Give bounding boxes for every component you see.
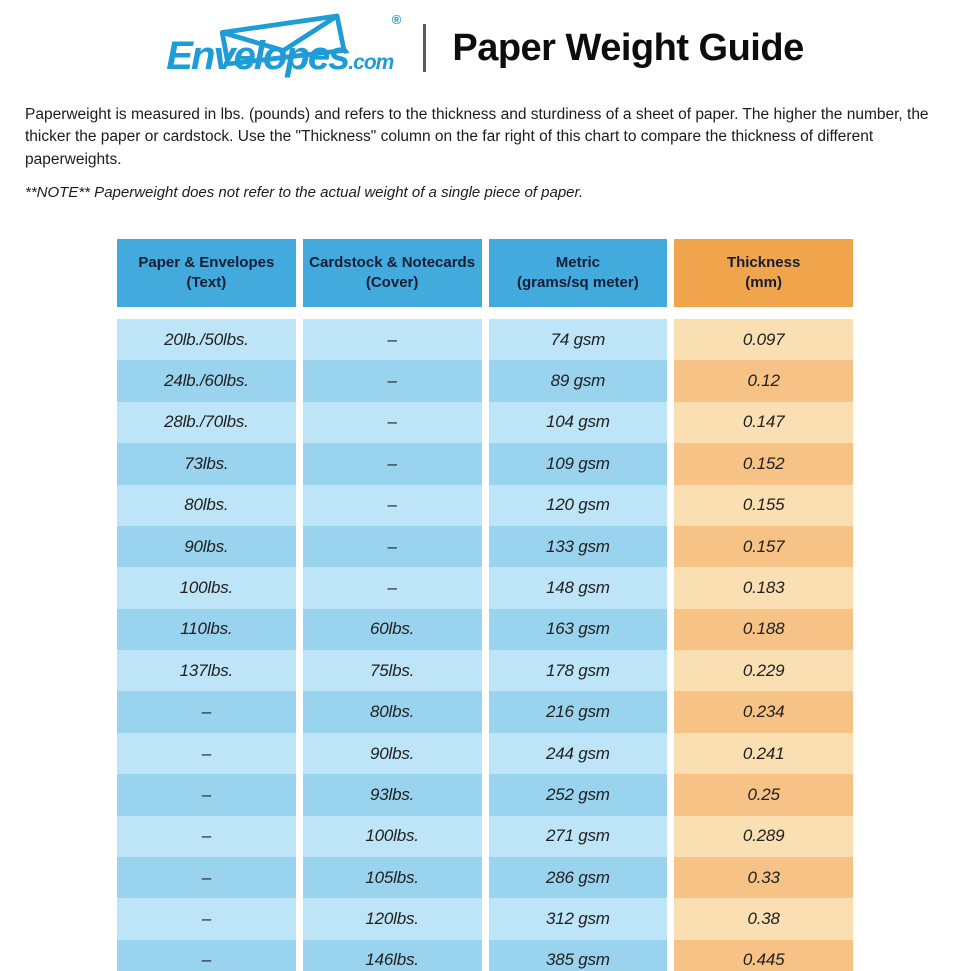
table-row: –120lbs. 312 gsm 0.38 (117, 898, 853, 940)
table-cell: 20lb./50lbs. (117, 318, 296, 361)
table-cell: – (117, 691, 296, 733)
table-cell: 75lbs. (302, 650, 482, 692)
table-cell: 271 gsm (488, 815, 668, 858)
table-cell: – (117, 898, 296, 940)
table-cell: 120 gsm (488, 484, 668, 526)
table-cell: – (302, 567, 482, 609)
logo-word: Envelopes (166, 33, 350, 78)
table-cell: 28lb./70lbs. (117, 401, 296, 444)
table-cell: 0.097 (674, 318, 853, 361)
table-cell: – (302, 443, 482, 485)
page-title: Paper Weight Guide (452, 26, 804, 69)
table-cell: 0.33 (674, 857, 853, 899)
table-cell: 0.147 (674, 401, 853, 444)
table-cell: 93lbs. (302, 774, 482, 816)
header-divider (423, 24, 427, 72)
column-header-cardstock-notecards: Cardstock & Notecards (Cover) (302, 238, 482, 307)
table-cell: 163 gsm (488, 608, 668, 651)
registered-trademark-icon: ® (391, 11, 402, 27)
intro-note: **NOTE** Paperweight does not refer to t… (25, 183, 584, 201)
table-row: 100lbs. –148 gsm 0.183 (117, 567, 853, 609)
table-cell: 0.25 (674, 774, 853, 816)
table-cell: 100lbs. (117, 567, 296, 609)
table-cell: 0.157 (674, 525, 853, 568)
table-row: –105lbs. 286 gsm 0.33 (117, 857, 853, 899)
table-cell: – (117, 732, 296, 775)
table-cell: 216 gsm (488, 691, 668, 733)
table-cell: 73lbs. (117, 443, 296, 485)
table-cell: 0.183 (674, 567, 853, 609)
table-cell: 0.38 (674, 898, 853, 940)
table-cell: 312 gsm (488, 898, 668, 940)
table-cell: 148 gsm (488, 567, 668, 609)
table-cell: – (117, 815, 296, 858)
table-cell: – (302, 525, 482, 568)
table-cell: 0.289 (674, 815, 853, 858)
table-cell: 80lbs. (117, 484, 296, 526)
table-row: 28lb./70lbs. –104 gsm 0.147 (117, 401, 853, 444)
column-header-paper-envelopes: Paper & Envelopes (Text) (117, 238, 296, 307)
table-cell: 120lbs. (302, 898, 482, 940)
table-row: 80lbs. –120 gsm 0.155 (117, 484, 853, 526)
logo-text: Envelopes.com (166, 34, 394, 78)
envelopes-logo: ® Envelopes.com (166, 12, 401, 79)
table-cell: 244 gsm (488, 732, 668, 775)
table-body: 20lb./50lbs. –74 gsm 0.097 24lb./60lbs. –89 … (117, 318, 853, 971)
envelope-icon (220, 13, 347, 66)
table-cell: 0.155 (674, 484, 853, 526)
table-cell: 133 gsm (488, 525, 668, 568)
table-cell: – (302, 318, 482, 361)
table-cell: 286 gsm (488, 857, 668, 899)
logo-suffix: .com (348, 50, 394, 74)
table-row: 20lb./50lbs. –74 gsm 0.097 (117, 318, 853, 361)
table-cell: 0.241 (674, 732, 853, 775)
table-cell: 0.152 (674, 443, 853, 485)
table-cell: 146lbs. (302, 939, 482, 971)
table-cell: 89 gsm (488, 360, 668, 402)
table-row: –100lbs. 271 gsm 0.289 (117, 815, 853, 858)
table-cell: 0.188 (674, 608, 853, 651)
table-cell: 80lbs. (302, 691, 482, 733)
table-cell: 60lbs. (302, 608, 482, 651)
table-row: 90lbs. –133 gsm 0.157 (117, 525, 853, 568)
table-cell: – (117, 774, 296, 816)
table-row: 110lbs. 60lbs. 163 gsm 0.188 (117, 608, 853, 651)
table-cell: 0.12 (674, 360, 853, 402)
table-cell: – (302, 360, 482, 402)
table-cell: 90lbs. (302, 732, 482, 775)
table-cell: 137lbs. (117, 650, 296, 692)
table-row: –146lbs. 385 gsm 0.445 (117, 939, 853, 971)
column-header-thickness: Thickness (mm) (674, 238, 853, 307)
table-cell: 105lbs. (302, 857, 482, 899)
paper-weight-table: Paper & Envelopes (Text) Cardstock & Not… (117, 238, 853, 971)
table-cell: 90lbs. (117, 525, 296, 568)
table-row: 137lbs. 75lbs. 178 gsm 0.229 (117, 650, 853, 692)
table-row: –80lbs. 216 gsm 0.234 (117, 691, 853, 733)
table-cell: 0.229 (674, 650, 853, 692)
table-cell: – (117, 857, 296, 899)
table-cell: 104 gsm (488, 401, 668, 444)
header: ® Envelopes.com Paper Weight Guide (0, 0, 970, 80)
table-cell: 0.445 (674, 939, 853, 971)
table-cell: – (302, 401, 482, 444)
table-cell: 385 gsm (488, 939, 668, 971)
table-row: –93lbs. 252 gsm 0.25 (117, 774, 853, 816)
table-cell: 252 gsm (488, 774, 668, 816)
table-cell: 74 gsm (488, 318, 668, 361)
table-cell: 0.234 (674, 691, 853, 733)
table-cell: 110lbs. (117, 608, 296, 651)
table-cell: 100lbs. (302, 815, 482, 858)
table-cell: 24lb./60lbs. (117, 360, 296, 402)
intro-paragraph: Paperweight is measured in lbs. (pounds)… (25, 106, 929, 168)
column-header-metric: Metric (grams/sq meter) (488, 238, 668, 307)
table-cell: – (117, 939, 296, 971)
table-row: –90lbs. 244 gsm 0.241 (117, 732, 853, 775)
table-cell: 178 gsm (488, 650, 668, 692)
table-cell: – (302, 484, 482, 526)
table-header-row: Paper & Envelopes (Text) Cardstock & Not… (117, 238, 853, 307)
table-cell: 109 gsm (488, 443, 668, 485)
table-row: 24lb./60lbs. –89 gsm 0.12 (117, 360, 853, 402)
table-row: 73lbs. –109 gsm 0.152 (117, 443, 853, 485)
